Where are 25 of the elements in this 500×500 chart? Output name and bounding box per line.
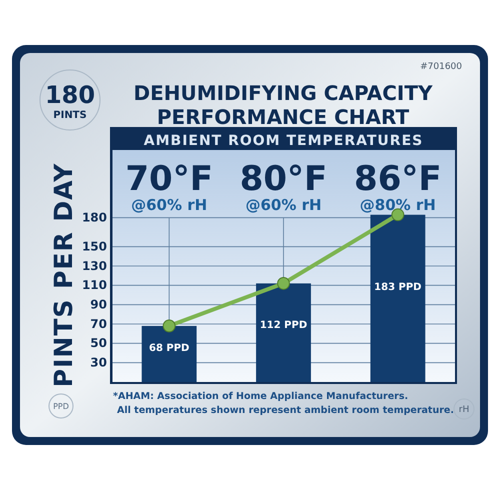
chart-title: DEHUMIDIFYING CAPACITY PERFORMANCE CHART [133,81,434,129]
x-axis-title: AMBIENT ROOM TEMPERATURES [144,133,424,149]
text: PPD [53,402,69,411]
y-tick-label: 180 [82,210,107,225]
point [162,320,176,332]
data-label: 112 PPD [260,320,308,331]
point [277,276,290,290]
y-tick-label: 90 [90,298,107,312]
text: #701600 [420,62,462,72]
x-tick-label: 86°F @80% rH [354,159,442,214]
x-tick-label: 70°F @60% rH [125,159,213,214]
text: All temperatures shown represent ambient room temperature. [117,405,454,416]
y-tick-label: 50 [90,336,107,350]
data-label: 68 PPD [148,343,190,354]
text: *AHAM: Association of Home Appliance Manufacturers. [113,391,408,402]
y-axis-title: PINTS PER DAY [49,162,78,388]
y-tick-label: 30 [90,356,107,370]
y-tick-label: 70 [90,316,107,331]
data-label: 183 PPD [374,282,422,294]
x-tick-label: 80°F @60% rH [240,159,328,214]
text: rH [458,405,470,415]
text: 180 PINTS [44,81,96,121]
y-tick-label: 110 [82,278,107,292]
y-tick-label: 130 [82,258,107,273]
y-tick-label: 150 [82,240,107,254]
